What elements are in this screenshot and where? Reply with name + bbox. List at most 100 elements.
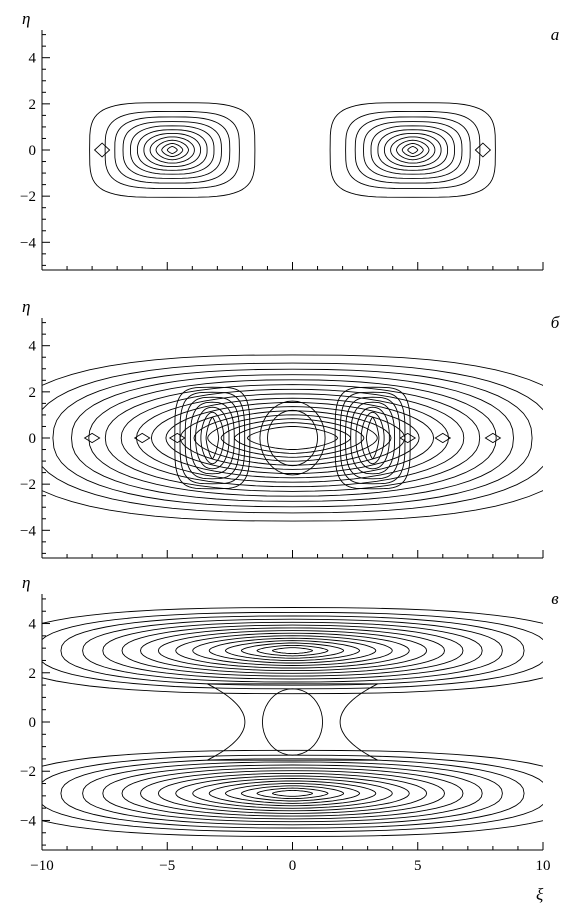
y-tick-label: −2 xyxy=(20,189,36,205)
contour-line xyxy=(329,102,496,198)
contour-lines xyxy=(89,102,496,198)
contour-line xyxy=(407,145,419,155)
contour-line xyxy=(42,754,543,833)
contour-line xyxy=(267,409,319,467)
panel-2: −4 −2 0 2 4 −10 −5 0 5 10 η ξ в xyxy=(20,573,559,904)
contour-line xyxy=(192,635,393,666)
contour-line xyxy=(157,630,428,672)
contour-line xyxy=(401,142,424,158)
contour-line xyxy=(205,416,220,460)
contour-line xyxy=(133,432,151,444)
contour-line xyxy=(140,627,445,674)
x-axis-label: ξ xyxy=(536,885,544,904)
contour-line xyxy=(195,406,230,470)
contour-line xyxy=(179,406,406,470)
contour-line xyxy=(189,401,235,475)
contour-line xyxy=(207,414,378,462)
contour-line xyxy=(82,618,503,683)
panel-1: −4 −2 0 2 4 η б xyxy=(20,297,560,559)
contour-line xyxy=(60,758,525,829)
contour-line xyxy=(60,615,525,686)
y-tick-label: 0 xyxy=(29,143,37,159)
y-tick-label: −4 xyxy=(20,235,36,251)
contour-line xyxy=(208,637,377,664)
contour-line xyxy=(207,683,378,761)
contour-line xyxy=(114,116,231,184)
y-tick-label: 0 xyxy=(29,715,37,731)
contour-line xyxy=(121,767,464,820)
contour-line xyxy=(200,411,225,465)
contour-line xyxy=(345,396,401,480)
y-axis-label: η xyxy=(22,297,30,316)
contour-line xyxy=(193,410,392,466)
contour-line xyxy=(165,402,420,474)
contour-line xyxy=(122,121,222,179)
contour-line xyxy=(399,432,417,444)
contour-line xyxy=(261,688,324,756)
contour-line xyxy=(143,132,202,168)
contour-line xyxy=(339,391,406,485)
contour-lines xyxy=(42,354,543,522)
x-tick-label: 10 xyxy=(536,858,551,874)
y-axis-label: η xyxy=(22,9,30,28)
y-axis-label: η xyxy=(22,573,30,592)
contour-line xyxy=(42,354,543,522)
contour-line xyxy=(104,110,240,190)
y-tick-label: −2 xyxy=(20,477,36,493)
contour-line xyxy=(355,406,390,470)
contour-line xyxy=(256,644,329,657)
contour-line xyxy=(334,386,411,490)
contour-line xyxy=(102,621,483,680)
y-tick-label: 0 xyxy=(29,431,37,447)
contour-line xyxy=(83,432,101,444)
contour-line xyxy=(484,432,502,444)
contour-line xyxy=(259,400,326,476)
contour-line xyxy=(155,139,189,161)
contour-line xyxy=(434,432,452,444)
y-tick-label: 4 xyxy=(29,617,37,633)
y-tick-label: 2 xyxy=(29,385,37,401)
contour-line xyxy=(360,411,385,465)
contour-line xyxy=(365,416,380,460)
contour-line xyxy=(136,129,208,171)
contour-line xyxy=(88,379,497,497)
contour-line xyxy=(174,386,251,490)
x-tick-label: −5 xyxy=(159,858,175,874)
contour-line xyxy=(168,432,186,444)
panel-0: −4 −2 0 2 4 η а xyxy=(20,9,559,271)
contour-line xyxy=(377,129,449,171)
contour-lines xyxy=(42,607,543,837)
x-tick-label: −10 xyxy=(30,858,53,874)
contour-line xyxy=(71,374,514,502)
contour-line xyxy=(370,125,455,175)
contour-line xyxy=(42,607,543,695)
y-tick-label: −2 xyxy=(20,764,36,780)
contour-line xyxy=(233,422,352,454)
contour-line xyxy=(345,110,481,190)
contour-line xyxy=(192,778,393,809)
contour-line xyxy=(208,780,377,807)
contour-line xyxy=(130,125,215,175)
contour-line xyxy=(42,611,543,690)
contour-line xyxy=(175,775,410,812)
contour-line xyxy=(363,121,463,179)
contour-line xyxy=(104,384,481,492)
panel-label: б xyxy=(551,313,560,332)
contour-line xyxy=(82,761,503,826)
contour-line xyxy=(179,391,246,485)
contour-line xyxy=(396,139,430,161)
contour-line xyxy=(390,136,436,164)
contour-line xyxy=(166,145,178,155)
y-tick-label: −4 xyxy=(20,813,36,829)
contour-line xyxy=(42,362,543,514)
contour-line xyxy=(246,426,339,450)
contour-line xyxy=(474,142,492,158)
contour-line xyxy=(220,418,365,458)
contour-line xyxy=(161,142,184,158)
contour-line xyxy=(89,102,256,198)
contour-line xyxy=(140,770,445,817)
contour-line xyxy=(350,401,396,475)
contour-line xyxy=(224,640,361,662)
contour-line xyxy=(271,647,314,655)
